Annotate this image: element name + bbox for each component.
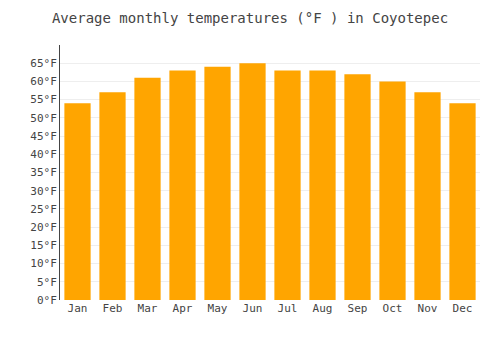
svg-text:55°F: 55°F xyxy=(30,93,57,106)
svg-text:May: May xyxy=(208,302,228,315)
svg-text:65°F: 65°F xyxy=(30,57,57,70)
svg-text:30°F: 30°F xyxy=(30,185,57,198)
svg-text:Apr: Apr xyxy=(173,302,193,315)
svg-text:40°F: 40°F xyxy=(30,148,57,161)
svg-text:Average monthly temperatures (: Average monthly temperatures (°F ) in Co… xyxy=(52,10,448,26)
svg-text:5°F: 5°F xyxy=(37,276,57,289)
svg-text:Aug: Aug xyxy=(313,302,333,315)
svg-text:60°F: 60°F xyxy=(30,75,57,88)
svg-text:10°F: 10°F xyxy=(30,257,57,270)
svg-text:35°F: 35°F xyxy=(30,166,57,179)
svg-text:Feb: Feb xyxy=(103,302,123,315)
svg-text:50°F: 50°F xyxy=(30,112,57,125)
svg-text:Oct: Oct xyxy=(383,302,403,315)
svg-text:25°F: 25°F xyxy=(30,203,57,216)
svg-text:20°F: 20°F xyxy=(30,221,57,234)
svg-text:15°F: 15°F xyxy=(30,239,57,252)
svg-text:Dec: Dec xyxy=(453,302,473,315)
svg-text:0°F: 0°F xyxy=(37,294,57,307)
svg-text:Jul: Jul xyxy=(278,302,298,315)
svg-text:Nov: Nov xyxy=(418,302,438,315)
svg-text:Jan: Jan xyxy=(68,302,88,315)
svg-text:Jun: Jun xyxy=(243,302,263,315)
svg-text:Sep: Sep xyxy=(348,302,368,315)
svg-text:45°F: 45°F xyxy=(30,130,57,143)
svg-text:Mar: Mar xyxy=(138,302,158,315)
